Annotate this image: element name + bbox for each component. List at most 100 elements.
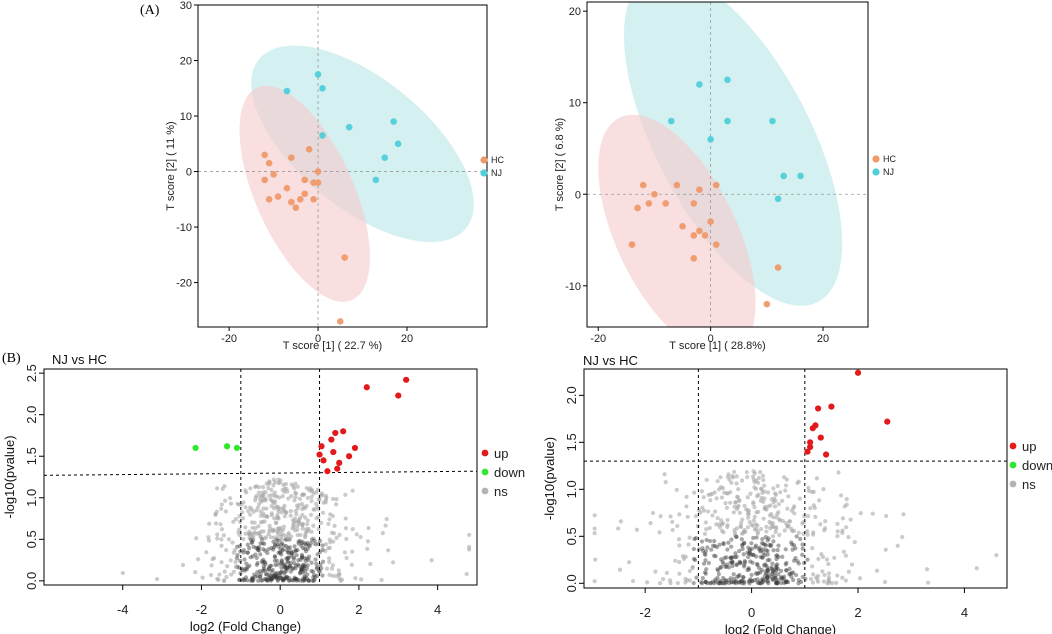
point-ns [295, 562, 300, 567]
point-ns [763, 562, 768, 567]
point-ns [221, 578, 227, 583]
point-ns [275, 570, 280, 576]
point-ns [284, 576, 289, 581]
point-ns [292, 544, 297, 549]
point-ns [709, 547, 714, 552]
point-ns [275, 536, 280, 541]
point-ns [723, 501, 728, 506]
point-nj [283, 87, 291, 95]
point-ns [206, 538, 212, 543]
point-ns [286, 550, 291, 556]
point-ns [718, 475, 723, 480]
point-ns [762, 504, 768, 510]
point-ns [300, 564, 305, 569]
point-ns [771, 539, 776, 544]
point-ns [758, 581, 763, 586]
point-ns [258, 541, 263, 546]
point-ns [826, 577, 831, 583]
point-ns [286, 532, 291, 537]
point-ns [310, 578, 315, 583]
point-ns [715, 515, 720, 521]
legend-label-ns: ns [1022, 477, 1036, 492]
point-ns [732, 530, 738, 535]
point-up [330, 448, 337, 456]
point-ns [263, 498, 268, 503]
point-ns [729, 555, 734, 561]
point-ns [384, 516, 389, 522]
point-ns [692, 536, 697, 542]
point-ns [762, 542, 768, 547]
point-ns [245, 564, 250, 570]
point-ns [332, 523, 337, 528]
point-ns [200, 575, 205, 580]
point-hc [261, 151, 268, 159]
point-ns [756, 475, 762, 480]
point-hc [679, 222, 686, 230]
point-ns [696, 508, 702, 513]
point-ns [326, 521, 331, 527]
point-ns [300, 526, 305, 531]
point-ns [296, 539, 301, 544]
point-ns [793, 555, 798, 561]
point-ns [770, 571, 775, 577]
point-ns [271, 545, 277, 550]
point-ns [755, 577, 760, 582]
volcano-left-plot-area [44, 369, 477, 585]
point-ns [783, 488, 788, 493]
point-ns [271, 574, 276, 579]
point-ns [286, 555, 291, 560]
legend-label-nj: NJ [491, 168, 502, 178]
point-ns [193, 570, 198, 575]
point-ns [299, 567, 304, 572]
x-tick-label: -20 [221, 333, 237, 345]
point-ns [237, 577, 242, 582]
point-ns [792, 543, 797, 548]
point-ns [722, 578, 728, 583]
point-ns [763, 569, 768, 574]
point-ns [273, 571, 278, 576]
point-up [822, 451, 830, 458]
point-ns [305, 572, 310, 577]
point-ns [261, 564, 266, 569]
point-ns [261, 568, 267, 573]
point-ns [269, 577, 275, 582]
point-ns [366, 525, 371, 531]
point-ns [386, 548, 391, 553]
point-ns [291, 566, 296, 571]
point-ns [648, 521, 653, 526]
point-ns [926, 580, 931, 585]
point-ns [300, 492, 305, 498]
point-ns [320, 559, 326, 564]
point-nj [780, 172, 787, 180]
point-ns [759, 567, 764, 573]
point-ns [222, 498, 228, 503]
point-ns [738, 579, 744, 584]
point-ns [241, 500, 246, 505]
point-ns [730, 563, 735, 569]
point-ns [675, 580, 680, 586]
point-ns [994, 553, 999, 558]
point-ns [800, 546, 805, 551]
point-ns [773, 526, 779, 531]
point-ns [307, 554, 312, 559]
point-ns [730, 559, 735, 564]
legend-label-down: down [1022, 458, 1052, 473]
point-ns [593, 557, 598, 562]
point-ns [262, 559, 267, 565]
point-ns [717, 525, 723, 530]
point-ns [269, 569, 274, 574]
point-ns [733, 500, 739, 505]
point-ns [282, 569, 287, 574]
point-ns [741, 574, 746, 580]
point-ns [883, 547, 888, 552]
point-ns [821, 487, 826, 492]
point-ns [765, 490, 771, 495]
point-ns [279, 575, 284, 580]
point-ns [699, 580, 704, 585]
point-ns [780, 576, 785, 582]
point-ns [691, 556, 697, 562]
point-ns [334, 502, 339, 507]
point-ns [738, 524, 743, 529]
point-ns [783, 483, 789, 488]
